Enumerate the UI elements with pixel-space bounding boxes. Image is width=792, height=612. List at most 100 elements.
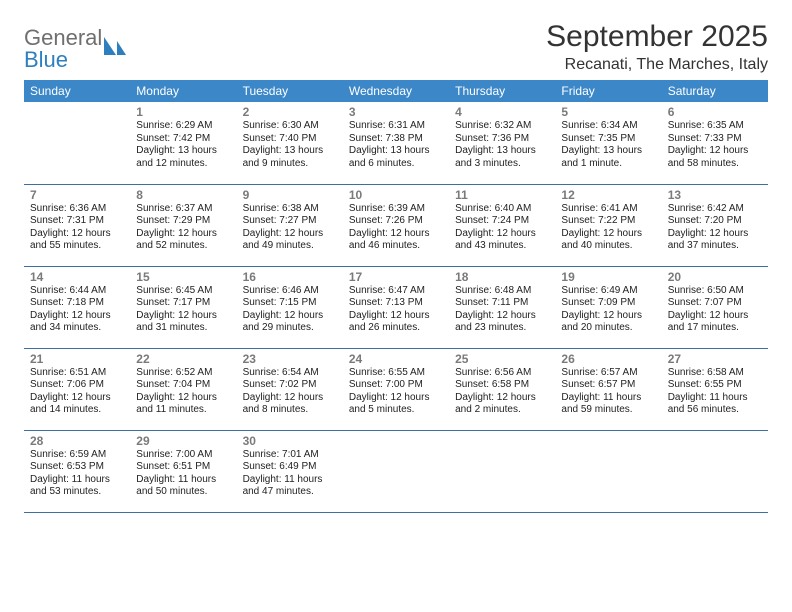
calendar-day-cell: 27Sunrise: 6:58 AMSunset: 6:55 PMDayligh… (662, 348, 768, 430)
day-number: 1 (136, 105, 230, 119)
daylight-text: Daylight: 12 hours (243, 310, 337, 323)
daylight-text: and 40 minutes. (561, 240, 655, 253)
daylight-text: and 2 minutes. (455, 404, 549, 417)
calendar-day-cell: 6Sunrise: 6:35 AMSunset: 7:33 PMDaylight… (662, 102, 768, 184)
daylight-text: and 23 minutes. (455, 322, 549, 335)
daylight-text: and 26 minutes. (349, 322, 443, 335)
daylight-text: Daylight: 13 hours (136, 145, 230, 158)
daylight-text: Daylight: 12 hours (668, 145, 762, 158)
daylight-text: and 29 minutes. (243, 322, 337, 335)
day-number: 19 (561, 270, 655, 284)
daylight-text: and 14 minutes. (30, 404, 124, 417)
month-title: September 2025 (546, 20, 768, 54)
daylight-text: and 53 minutes. (30, 486, 124, 499)
daylight-text: Daylight: 11 hours (561, 392, 655, 405)
sunset-text: Sunset: 7:29 PM (136, 215, 230, 228)
daylight-text: Daylight: 12 hours (455, 310, 549, 323)
weekday-header: Tuesday (237, 80, 343, 102)
daylight-text: Daylight: 12 hours (349, 228, 443, 241)
sunrise-text: Sunrise: 6:37 AM (136, 203, 230, 216)
weekday-header: Friday (555, 80, 661, 102)
sunset-text: Sunset: 7:26 PM (349, 215, 443, 228)
sunrise-text: Sunrise: 6:51 AM (30, 367, 124, 380)
calendar-day-cell: 19Sunrise: 6:49 AMSunset: 7:09 PMDayligh… (555, 266, 661, 348)
sunrise-text: Sunrise: 6:38 AM (243, 203, 337, 216)
sunrise-text: Sunrise: 7:00 AM (136, 449, 230, 462)
calendar-day-cell: 26Sunrise: 6:57 AMSunset: 6:57 PMDayligh… (555, 348, 661, 430)
sunset-text: Sunset: 7:11 PM (455, 297, 549, 310)
day-number: 24 (349, 352, 443, 366)
sunset-text: Sunset: 7:02 PM (243, 379, 337, 392)
daylight-text: Daylight: 12 hours (349, 392, 443, 405)
sunset-text: Sunset: 7:27 PM (243, 215, 337, 228)
calendar-day-cell: 11Sunrise: 6:40 AMSunset: 7:24 PMDayligh… (449, 184, 555, 266)
sunrise-text: Sunrise: 6:55 AM (349, 367, 443, 380)
sunset-text: Sunset: 7:07 PM (668, 297, 762, 310)
daylight-text: and 17 minutes. (668, 322, 762, 335)
daylight-text: Daylight: 12 hours (243, 228, 337, 241)
sunrise-text: Sunrise: 6:36 AM (30, 203, 124, 216)
brand-logo: General Blue (24, 28, 130, 72)
day-number: 29 (136, 434, 230, 448)
sunset-text: Sunset: 7:15 PM (243, 297, 337, 310)
calendar-day-cell: 4Sunrise: 6:32 AMSunset: 7:36 PMDaylight… (449, 102, 555, 184)
calendar-day-cell: 29Sunrise: 7:00 AMSunset: 6:51 PMDayligh… (130, 430, 236, 512)
day-number: 2 (243, 105, 337, 119)
sunset-text: Sunset: 7:24 PM (455, 215, 549, 228)
sunset-text: Sunset: 7:31 PM (30, 215, 124, 228)
sunset-text: Sunset: 7:13 PM (349, 297, 443, 310)
sunset-text: Sunset: 6:58 PM (455, 379, 549, 392)
sunrise-text: Sunrise: 6:56 AM (455, 367, 549, 380)
daylight-text: and 52 minutes. (136, 240, 230, 253)
day-number: 21 (30, 352, 124, 366)
day-number: 14 (30, 270, 124, 284)
sunrise-text: Sunrise: 6:39 AM (349, 203, 443, 216)
daylight-text: and 55 minutes. (30, 240, 124, 253)
daylight-text: and 43 minutes. (455, 240, 549, 253)
daylight-text: Daylight: 12 hours (455, 228, 549, 241)
sunrise-text: Sunrise: 6:52 AM (136, 367, 230, 380)
day-number: 7 (30, 188, 124, 202)
day-number: 18 (455, 270, 549, 284)
calendar-day-cell: 5Sunrise: 6:34 AMSunset: 7:35 PMDaylight… (555, 102, 661, 184)
daylight-text: Daylight: 12 hours (30, 228, 124, 241)
daylight-text: and 20 minutes. (561, 322, 655, 335)
calendar-day-cell: 15Sunrise: 6:45 AMSunset: 7:17 PMDayligh… (130, 266, 236, 348)
sunset-text: Sunset: 7:09 PM (561, 297, 655, 310)
daylight-text: and 31 minutes. (136, 322, 230, 335)
daylight-text: and 58 minutes. (668, 158, 762, 171)
weekday-header: Sunday (24, 80, 130, 102)
calendar-day-cell: 9Sunrise: 6:38 AMSunset: 7:27 PMDaylight… (237, 184, 343, 266)
calendar-day-cell: 13Sunrise: 6:42 AMSunset: 7:20 PMDayligh… (662, 184, 768, 266)
calendar-day-cell: 30Sunrise: 7:01 AMSunset: 6:49 PMDayligh… (237, 430, 343, 512)
day-number: 4 (455, 105, 549, 119)
sunrise-text: Sunrise: 6:57 AM (561, 367, 655, 380)
daylight-text: and 47 minutes. (243, 486, 337, 499)
day-number: 17 (349, 270, 443, 284)
brand-word-blue: Blue (24, 47, 68, 72)
daylight-text: Daylight: 12 hours (136, 392, 230, 405)
daylight-text: and 56 minutes. (668, 404, 762, 417)
daylight-text: and 37 minutes. (668, 240, 762, 253)
day-number: 22 (136, 352, 230, 366)
calendar-week-row: 21Sunrise: 6:51 AMSunset: 7:06 PMDayligh… (24, 348, 768, 430)
sunrise-text: Sunrise: 6:50 AM (668, 285, 762, 298)
sunrise-text: Sunrise: 6:34 AM (561, 120, 655, 133)
calendar-empty-cell (555, 430, 661, 512)
day-number: 15 (136, 270, 230, 284)
sunset-text: Sunset: 7:42 PM (136, 133, 230, 146)
sunset-text: Sunset: 7:33 PM (668, 133, 762, 146)
calendar-week-row: 28Sunrise: 6:59 AMSunset: 6:53 PMDayligh… (24, 430, 768, 512)
calendar-day-cell: 3Sunrise: 6:31 AMSunset: 7:38 PMDaylight… (343, 102, 449, 184)
daylight-text: and 1 minute. (561, 158, 655, 171)
weekday-header: Wednesday (343, 80, 449, 102)
daylight-text: Daylight: 12 hours (561, 310, 655, 323)
calendar-day-cell: 2Sunrise: 6:30 AMSunset: 7:40 PMDaylight… (237, 102, 343, 184)
calendar-body: 1Sunrise: 6:29 AMSunset: 7:42 PMDaylight… (24, 102, 768, 512)
sunrise-text: Sunrise: 6:45 AM (136, 285, 230, 298)
sunset-text: Sunset: 7:20 PM (668, 215, 762, 228)
sunrise-text: Sunrise: 6:30 AM (243, 120, 337, 133)
daylight-text: and 11 minutes. (136, 404, 230, 417)
daylight-text: Daylight: 12 hours (668, 310, 762, 323)
sunset-text: Sunset: 7:22 PM (561, 215, 655, 228)
